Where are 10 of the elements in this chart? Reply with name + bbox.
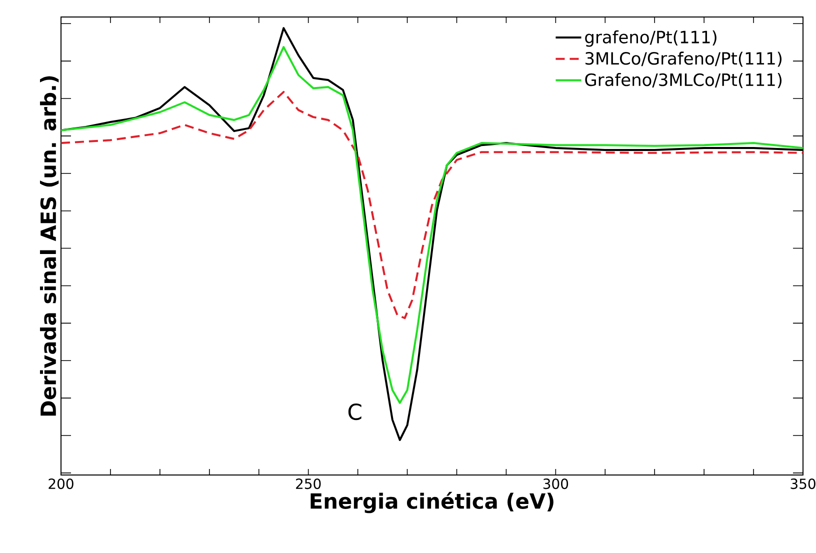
x-axis-title: Energia cinética (eV) bbox=[310, 492, 554, 514]
x-tick-label: 300 bbox=[543, 478, 568, 490]
x-tick-label: 200 bbox=[48, 478, 74, 490]
x-tick-label: 350 bbox=[790, 478, 816, 490]
legend-label: grafeno/Pt(111) bbox=[585, 30, 716, 47]
legend-label: 3MLCo/Grafeno/Pt(111) bbox=[586, 52, 782, 67]
x-tick-label: 250 bbox=[296, 478, 321, 490]
legend-label: Grafeno/3MLCo/Pt(111) bbox=[585, 73, 782, 88]
y-axis-title: Derivada sinal AES (un. arb.) bbox=[40, 76, 59, 416]
annotation: C bbox=[348, 404, 362, 420]
